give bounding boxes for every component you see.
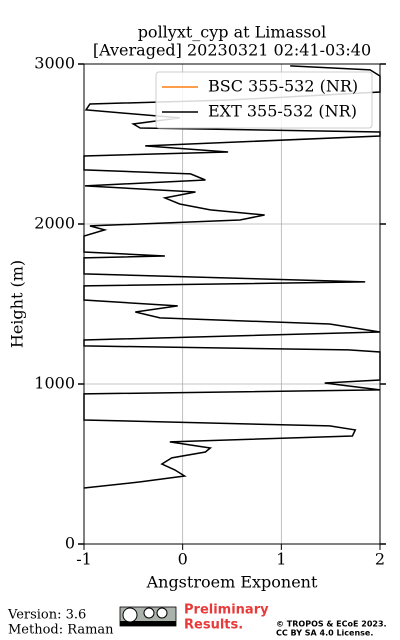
version: Version: 3.6 <box>7 608 86 623</box>
y-tick-label: 0 <box>65 534 75 553</box>
cc-badge <box>119 606 177 627</box>
method: Method: Raman <box>8 623 114 638</box>
chart-title: [Averaged] 20230321 02:41-03:40 <box>93 41 371 60</box>
x-tick-label: 0 <box>178 550 188 569</box>
x-axis-label: Angstroem Exponent <box>146 573 318 592</box>
y-tick-label: 3000 <box>34 54 75 73</box>
data-line <box>83 65 381 489</box>
x-tick-label: 2 <box>375 550 385 569</box>
x-tick-label: -1 <box>76 550 92 569</box>
legend-box <box>155 71 373 129</box>
preliminary: Results. <box>184 618 243 633</box>
y-tick-label: 1000 <box>34 374 75 393</box>
y-tick-label: 2000 <box>34 214 75 233</box>
legend-label: EXT 355-532 (NR) <box>208 102 357 121</box>
y-axis-label: Height (m) <box>8 260 27 348</box>
copyright: CC BY SA 4.0 License. <box>276 629 373 638</box>
chart-title: pollyxt_cyp at Limassol <box>138 23 327 42</box>
preliminary: Preliminary <box>184 603 269 618</box>
legend-label: BSC 355-532 (NR) <box>208 77 358 96</box>
plot-frame <box>83 63 381 545</box>
x-tick-label: 1 <box>276 550 286 569</box>
copyright: © TROPOS & ECoE 2023. <box>276 620 387 629</box>
